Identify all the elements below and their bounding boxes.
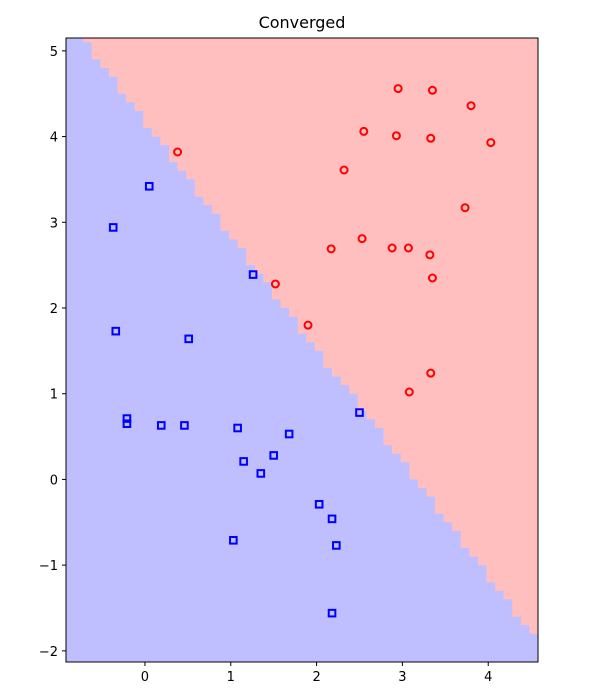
- x-tick-label: 4: [484, 670, 492, 685]
- red-circle-point-6: [426, 133, 436, 143]
- y-tick-label: 2: [50, 302, 58, 317]
- y-tick-label: 5: [50, 45, 58, 60]
- red-circle-point-12: [387, 243, 397, 253]
- blue-square-point-17: [229, 535, 238, 545]
- blue-square-point-12: [239, 457, 248, 466]
- y-tick-label: −2: [39, 645, 58, 660]
- red-circle-point-5: [391, 131, 401, 141]
- chart-title: Converged: [259, 13, 346, 32]
- red-circle-point-16: [270, 279, 280, 289]
- decision-region-class-1: [83, 38, 538, 651]
- blue-square-point-16: [327, 514, 337, 524]
- red-circle-point-15: [427, 273, 437, 283]
- red-circle-point-7: [486, 138, 496, 148]
- y-tick-label: 4: [50, 131, 58, 146]
- blue-square-point-8: [180, 421, 189, 430]
- blue-square-point-4: [184, 334, 194, 344]
- blue-square-point-6: [122, 419, 132, 429]
- red-circle-point-2: [427, 85, 437, 95]
- blue-square-point-19: [327, 608, 337, 618]
- blue-square-point-9: [233, 423, 242, 433]
- red-circle-point-14: [425, 250, 435, 260]
- red-circle-point-13: [403, 243, 413, 253]
- x-tick-label: 3: [398, 670, 406, 685]
- y-tick-label: −1: [39, 559, 58, 574]
- red-circle-point-9: [460, 203, 470, 213]
- red-circle-point-1: [393, 84, 403, 94]
- x-tick-label: 1: [227, 670, 235, 685]
- blue-square-point-1: [108, 223, 118, 232]
- red-circle-point-8: [339, 165, 349, 175]
- axis-ticks: 0 1 2 3 4 −2 −1 0 1 2 3 4 5: [39, 45, 493, 685]
- blue-square-point-14: [256, 469, 266, 478]
- red-circle-point-3: [466, 101, 476, 111]
- blue-square-point-13: [269, 451, 278, 460]
- red-circle-point-19: [404, 387, 414, 397]
- blue-square-point-15: [314, 499, 324, 509]
- blue-square-point-2: [248, 270, 258, 279]
- blue-square-point-7: [156, 421, 166, 430]
- axes-frame: [65, 37, 539, 663]
- red-circle-point-17: [303, 320, 313, 330]
- blue-square-point-0: [144, 181, 154, 191]
- y-tick-label: 3: [50, 216, 58, 231]
- red-circle-point-0: [173, 147, 183, 157]
- y-tick-label: 0: [50, 473, 58, 488]
- red-circle-point-10: [357, 234, 367, 244]
- red-circle-point-18: [426, 368, 436, 378]
- red-circle-point-11: [326, 244, 336, 254]
- blue-square-point-3: [111, 326, 121, 336]
- x-tick-label: 2: [312, 670, 320, 685]
- data-points: [108, 84, 496, 618]
- blue-square-point-5: [122, 414, 132, 423]
- red-circle-point-4: [359, 126, 369, 136]
- blue-square-point-18: [332, 541, 341, 550]
- y-tick-label: 1: [50, 388, 58, 403]
- blue-square-point-11: [355, 408, 364, 417]
- x-tick-label: 0: [141, 670, 149, 685]
- blue-square-point-10: [284, 429, 294, 439]
